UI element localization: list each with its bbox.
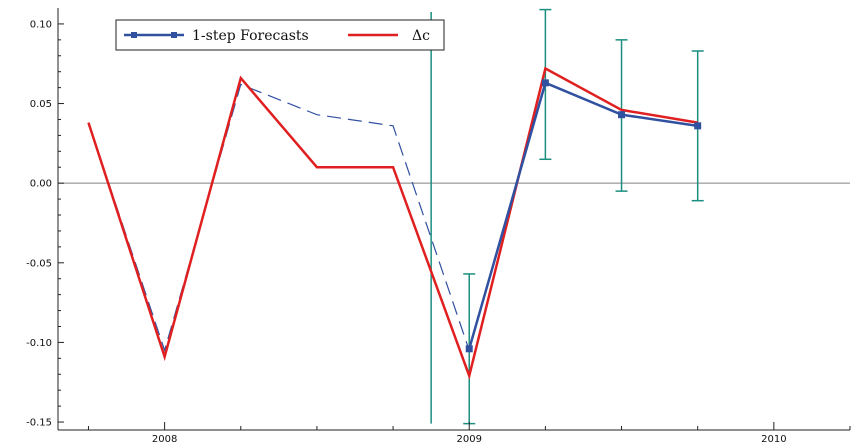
forecast-point-2 [618, 111, 626, 119]
y-tick-label-5: -0.15 [26, 418, 52, 429]
legend-forecast-marker-1 [131, 32, 137, 38]
series-forecast-line [468, 81, 698, 350]
legend-actual-label: Δc [412, 28, 430, 44]
y-tick-label-4: -0.10 [26, 338, 52, 349]
fitted-dashed-line [87, 83, 470, 353]
y-tick-label-1: 0.05 [30, 99, 52, 110]
y-tick-label-3: -0.05 [26, 258, 52, 269]
x-tick-label-2: 2010 [761, 434, 786, 445]
legend: 1-step Forecasts Δc [115, 19, 445, 51]
legend-forecast-label: 1-step Forecasts [192, 28, 309, 44]
y-tick-label-0: 0.10 [30, 19, 52, 30]
forecast-point-0 [465, 345, 473, 353]
forecast-point-3 [694, 122, 702, 130]
forecast-point-1 [541, 79, 549, 87]
series-actual-line [87, 66, 698, 381]
x-tick-label-0: 2008 [152, 434, 177, 445]
legend-forecast-marker-2 [171, 32, 177, 38]
x-tick-label-1: 2009 [457, 434, 482, 445]
y-tick-label-2: 0.00 [30, 179, 52, 190]
